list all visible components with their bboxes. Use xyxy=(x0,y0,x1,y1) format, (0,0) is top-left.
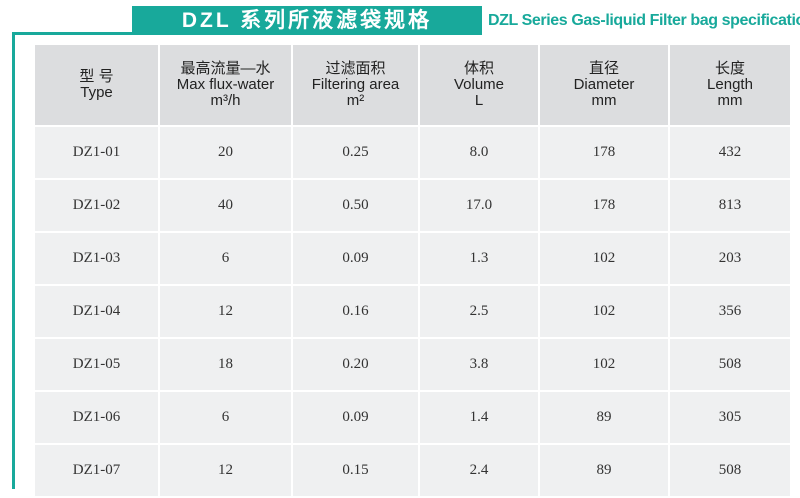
table-row: DZ1-05 18 0.20 3.8 102 508 xyxy=(35,339,790,390)
table-cell: 508 xyxy=(670,339,790,390)
table-cell: 0.09 xyxy=(293,233,418,284)
table-cell: 89 xyxy=(540,445,668,496)
table-cell: 1.4 xyxy=(420,392,538,443)
header-cell: 最高流量—水 Max flux-water m³/h xyxy=(160,45,291,125)
header-text: m³/h xyxy=(210,92,241,109)
table-cell: DZ1-03 xyxy=(35,233,158,284)
table-row: DZ1-01 20 0.25 8.0 178 432 xyxy=(35,127,790,178)
frame-line xyxy=(12,32,142,35)
header-text: Diameter xyxy=(573,76,635,93)
header-text: 型 号 xyxy=(79,68,114,85)
header-text: 体积 xyxy=(463,60,494,77)
header-row: 型 号 Type 最高流量—水 Max flux-water m³/h 过滤面积 Filte… xyxy=(35,45,790,125)
table-cell: 6 xyxy=(160,392,291,443)
table-cell: 12 xyxy=(160,286,291,337)
table-cell: 0.09 xyxy=(293,392,418,443)
header-cell: 直径 Diameter mm xyxy=(540,45,668,125)
table-cell: 2.4 xyxy=(420,445,538,496)
table-cell: 12 xyxy=(160,445,291,496)
table-cell: 0.20 xyxy=(293,339,418,390)
header-text: Type xyxy=(80,84,113,101)
table-cell: 3.8 xyxy=(420,339,538,390)
header-text: 直径 xyxy=(588,60,619,77)
table-row: DZ1-07 12 0.15 2.4 89 508 xyxy=(35,445,790,496)
table-cell: 18 xyxy=(160,339,291,390)
header-cell: 型 号 Type xyxy=(35,45,158,125)
table-cell: 1.3 xyxy=(420,233,538,284)
table-cell: 89 xyxy=(540,392,668,443)
header-text: m² xyxy=(346,92,365,109)
table-cell: 178 xyxy=(540,127,668,178)
table-cell: 0.25 xyxy=(293,127,418,178)
table-cell: DZ1-02 xyxy=(35,180,158,231)
table-cell: 0.50 xyxy=(293,180,418,231)
header-text: 最高流量—水 xyxy=(180,60,271,77)
header-text: mm xyxy=(717,92,743,109)
table-cell: 102 xyxy=(540,339,668,390)
spec-table: 型 号 Type 最高流量—水 Max flux-water m³/h 过滤面积 Filte… xyxy=(33,43,792,498)
table-row: DZ1-04 12 0.16 2.5 102 356 xyxy=(35,286,790,337)
header-text: Max flux-water xyxy=(176,76,275,93)
table-cell: DZ1-01 xyxy=(35,127,158,178)
table-cell: 813 xyxy=(670,180,790,231)
header-text: L xyxy=(474,92,484,109)
table-row: DZ1-02 40 0.50 17.0 178 813 xyxy=(35,180,790,231)
title: DZL 系列所液滤袋规格 xyxy=(132,6,482,35)
frame-line xyxy=(12,32,15,489)
table-cell: 0.15 xyxy=(293,445,418,496)
table-cell: DZ1-06 xyxy=(35,392,158,443)
header-text: 长度 xyxy=(714,60,745,77)
header-text: 过滤面积 xyxy=(325,60,386,77)
header-text: Volume xyxy=(453,76,505,93)
table-cell: 40 xyxy=(160,180,291,231)
table-cell: 178 xyxy=(540,180,668,231)
table-cell: 17.0 xyxy=(420,180,538,231)
header-text: mm xyxy=(591,92,617,109)
table-row: DZ1-03 6 0.09 1.3 102 203 xyxy=(35,233,790,284)
table-cell: 203 xyxy=(670,233,790,284)
table-cell: DZ1-05 xyxy=(35,339,158,390)
subtitle: DZL Series Gas-liquid Filter bag specifi… xyxy=(488,12,800,29)
table-row: DZ1-06 6 0.09 1.4 89 305 xyxy=(35,392,790,443)
header-cell: 体积 Volume L xyxy=(420,45,538,125)
table-cell: 2.5 xyxy=(420,286,538,337)
header-text: Length xyxy=(707,76,753,93)
table-cell: 6 xyxy=(160,233,291,284)
table-cell: 102 xyxy=(540,233,668,284)
table-cell: DZ1-07 xyxy=(35,445,158,496)
table-cell: 0.16 xyxy=(293,286,418,337)
header-cell: 过滤面积 Filtering area m² xyxy=(293,45,418,125)
table-cell: DZ1-04 xyxy=(35,286,158,337)
header-text: Filtering area xyxy=(311,76,400,93)
table-cell: 432 xyxy=(670,127,790,178)
table-cell: 305 xyxy=(670,392,790,443)
table-cell: 356 xyxy=(670,286,790,337)
table-cell: 102 xyxy=(540,286,668,337)
table-cell: 20 xyxy=(160,127,291,178)
header-cell: 长度 Length mm xyxy=(670,45,790,125)
table-cell: 8.0 xyxy=(420,127,538,178)
table-cell: 508 xyxy=(670,445,790,496)
